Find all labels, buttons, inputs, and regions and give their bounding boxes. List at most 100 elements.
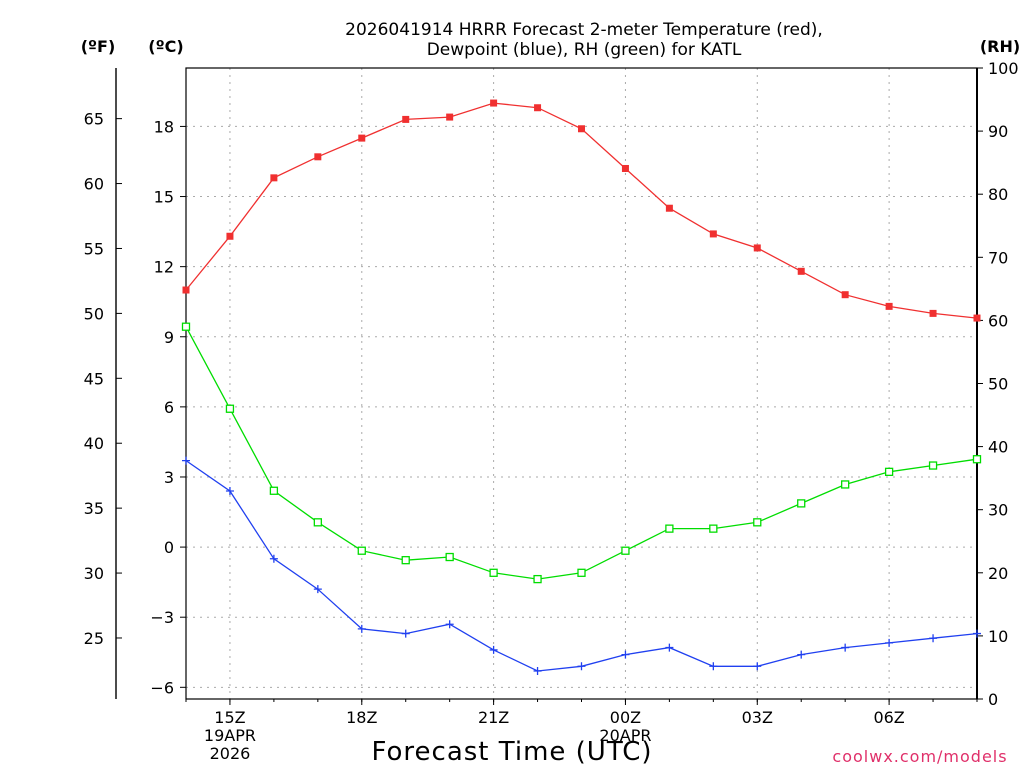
2-meter-temperature-point (402, 115, 410, 123)
tick-labels: −6 −3 0 3 6 9 12 15 18 25 30 35 40 45 50 55 60 65 0 10 20 30 4… (84, 59, 1019, 763)
dewpoint-point (445, 620, 454, 629)
x-tick-label: 15Z (214, 708, 245, 727)
chart-title-line1: 2026041914 HRRR Forecast 2-meter Tempera… (345, 20, 823, 40)
rh-tick-label: 30 (988, 501, 1008, 520)
celsius-tick-label: 0 (164, 538, 174, 557)
dewpoint-point (973, 629, 981, 638)
2-meter-temperature-point (314, 153, 322, 161)
2-meter-temperature-point (797, 267, 805, 275)
rh-point (709, 524, 718, 533)
dewpoint-point (885, 638, 894, 647)
2-meter-temperature-point (358, 134, 366, 142)
x-tick-label: 03Z (742, 708, 773, 727)
2-meter-temperature-point (578, 125, 585, 133)
2-meter-temperature-point (226, 232, 234, 240)
2-meter-temperature-point (973, 314, 981, 322)
dewpoint-point (313, 585, 322, 594)
rh-point (928, 461, 938, 470)
rh-tick-label: 70 (988, 248, 1008, 267)
celsius-tick-label: 18 (154, 117, 174, 136)
fahrenheit-tick-label: 30 (84, 564, 104, 583)
chart-title-line2: Dewpoint (blue), RH (green) for KATL (427, 40, 742, 60)
dewpoint-point (841, 643, 850, 652)
rh-point (357, 546, 366, 555)
dewpoint-point (533, 666, 542, 675)
dewpoint-point (797, 650, 806, 659)
x-date-label: 20APR (599, 726, 651, 745)
fahrenheit-unit-label: (ºF) (81, 37, 116, 56)
dewpoint-point (753, 662, 762, 671)
fahrenheit-tick-label: 45 (84, 369, 104, 388)
rh-tick-label: 60 (988, 311, 1008, 330)
rh-tick-label: 40 (988, 438, 1008, 457)
fahrenheit-tick-label: 60 (84, 175, 104, 194)
rh-line (185, 326, 978, 580)
x-year-label: 2026 (210, 744, 251, 763)
rh-tick-label: 50 (988, 375, 1008, 394)
x-date-label: 19APR (204, 726, 256, 745)
rh-point (884, 467, 894, 476)
2-meter-temperature-point (665, 204, 673, 212)
fahrenheit-tick-label: 65 (84, 110, 104, 129)
2-meter-temperature-point (446, 113, 454, 121)
rh-point (489, 568, 498, 577)
rh-point (621, 546, 630, 555)
fahrenheit-tick-label: 35 (84, 499, 104, 518)
x-tick-label: 06Z (873, 708, 904, 727)
2-meter-temperature-point (270, 174, 278, 182)
rh-tick-label: 10 (988, 627, 1008, 646)
rh-unit-label: (RH) (980, 37, 1020, 56)
dewpoint-point (182, 456, 190, 465)
grid-lines (186, 68, 977, 699)
fahrenheit-tick-label: 55 (84, 239, 104, 258)
rh-point (269, 486, 279, 495)
dewpoint-point (709, 662, 718, 671)
fahrenheit-tick-label: 40 (84, 434, 104, 453)
x-tick-label: 18Z (346, 708, 377, 727)
rh-tick-label: 80 (988, 185, 1008, 204)
rh-point (181, 322, 191, 331)
dewpoint-point (621, 650, 630, 659)
celsius-tick-label: 3 (164, 468, 174, 487)
dewpoint-point (489, 645, 498, 654)
2-meter-temperature-point (885, 302, 893, 310)
celsius-tick-label: 15 (154, 188, 174, 207)
celsius-tick-label: −3 (150, 608, 174, 627)
dewpoint-point (401, 629, 410, 638)
dewpoint-point (225, 487, 234, 496)
2-meter-temperature-point (753, 244, 761, 252)
dewpoint-point (929, 634, 938, 643)
rh-point (445, 552, 454, 562)
x-tick-label: 00Z (610, 708, 641, 727)
2-meter-temperature-point (534, 104, 542, 112)
rh-point (665, 524, 674, 533)
rh-point (841, 480, 850, 489)
2-meter-temperature-point (929, 309, 937, 317)
dewpoint-line (185, 460, 978, 672)
fahrenheit-tick-label: 25 (84, 629, 104, 648)
rh-point (577, 568, 586, 577)
celsius-tick-label: 9 (164, 328, 174, 347)
2-meter-temperature-point (621, 164, 629, 172)
rh-tick-label: 0 (988, 690, 998, 709)
rh-point (533, 574, 542, 584)
rh-point (797, 499, 806, 508)
rh-tick-label: 100 (988, 59, 1019, 78)
x-axis-label: Forecast Time (UTC) (371, 737, 652, 767)
celsius-tick-label: 6 (164, 398, 174, 417)
rh-point (313, 518, 322, 527)
rh-tick-label: 20 (988, 564, 1008, 583)
2-meter-temperature-point (709, 230, 717, 238)
rh-point (401, 556, 410, 565)
axes (115, 67, 983, 705)
2-meter-temperature-point (182, 286, 190, 294)
dewpoint-point (269, 554, 278, 563)
celsius-unit-label: (ºC) (148, 37, 183, 56)
2-meter-temperature-point (841, 291, 849, 299)
2-meter-temperature-line (185, 102, 978, 319)
2-meter-temperature-point (490, 99, 498, 107)
x-tick-label: 21Z (478, 708, 509, 727)
rh-point (753, 518, 762, 527)
